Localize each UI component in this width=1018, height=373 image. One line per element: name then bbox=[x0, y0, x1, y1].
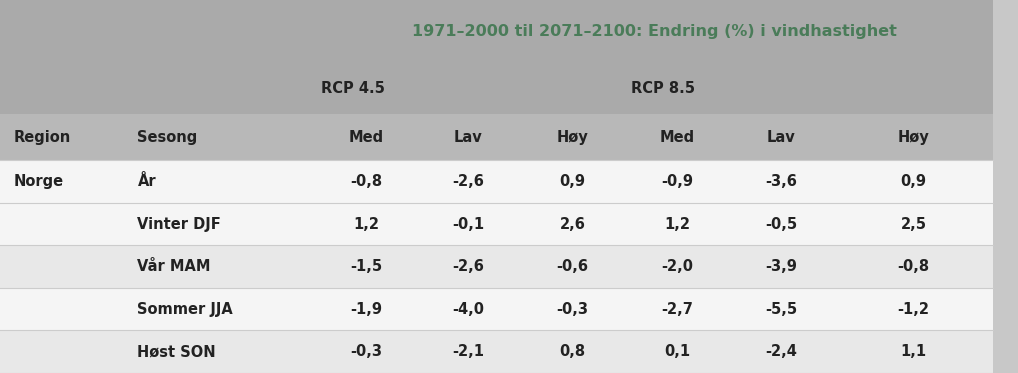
Text: 1,2: 1,2 bbox=[353, 217, 380, 232]
Bar bbox=[0, 330, 993, 373]
Text: -2,6: -2,6 bbox=[452, 259, 485, 274]
Text: Høst SON: Høst SON bbox=[137, 344, 216, 359]
Text: -5,5: -5,5 bbox=[766, 302, 797, 317]
Text: Høy: Høy bbox=[898, 129, 929, 145]
Bar bbox=[0, 288, 993, 330]
Text: 2,5: 2,5 bbox=[901, 217, 926, 232]
Text: -2,0: -2,0 bbox=[661, 259, 693, 274]
Text: -2,7: -2,7 bbox=[661, 302, 693, 317]
Text: RCP 8.5: RCP 8.5 bbox=[631, 81, 695, 96]
Text: Med: Med bbox=[660, 129, 694, 145]
Text: Vinter DJF: Vinter DJF bbox=[137, 217, 221, 232]
Text: Lav: Lav bbox=[454, 129, 483, 145]
Text: -0,6: -0,6 bbox=[557, 259, 588, 274]
Text: Med: Med bbox=[349, 129, 384, 145]
Bar bbox=[0, 63, 993, 114]
Text: -4,0: -4,0 bbox=[452, 302, 485, 317]
Bar bbox=[0, 245, 993, 288]
Text: 0,8: 0,8 bbox=[560, 344, 585, 359]
Text: År: År bbox=[137, 174, 156, 189]
Text: 0,9: 0,9 bbox=[560, 174, 585, 189]
Text: -0,3: -0,3 bbox=[557, 302, 588, 317]
Bar bbox=[0, 203, 993, 245]
Text: Sesong: Sesong bbox=[137, 129, 197, 145]
Text: 1971–2000 til 2071–2100: Endring (%) i vindhastighet: 1971–2000 til 2071–2100: Endring (%) i v… bbox=[411, 24, 897, 39]
Text: -2,4: -2,4 bbox=[766, 344, 797, 359]
Text: -0,3: -0,3 bbox=[350, 344, 383, 359]
Text: 2,6: 2,6 bbox=[560, 217, 585, 232]
Text: -0,8: -0,8 bbox=[350, 174, 383, 189]
Text: -0,1: -0,1 bbox=[452, 217, 485, 232]
Text: 1,1: 1,1 bbox=[901, 344, 926, 359]
Text: -0,9: -0,9 bbox=[661, 174, 693, 189]
Text: Vår MAM: Vår MAM bbox=[137, 259, 211, 274]
Text: -0,5: -0,5 bbox=[766, 217, 797, 232]
Bar bbox=[0, 0, 993, 63]
Text: 1,2: 1,2 bbox=[664, 217, 690, 232]
Text: Lav: Lav bbox=[767, 129, 796, 145]
Text: 0,1: 0,1 bbox=[664, 344, 690, 359]
Text: -1,5: -1,5 bbox=[350, 259, 383, 274]
Text: Region: Region bbox=[13, 129, 70, 145]
Text: -0,8: -0,8 bbox=[898, 259, 929, 274]
Text: Norge: Norge bbox=[13, 174, 63, 189]
Text: -3,9: -3,9 bbox=[766, 259, 797, 274]
Text: Høy: Høy bbox=[557, 129, 588, 145]
Text: -2,6: -2,6 bbox=[452, 174, 485, 189]
Text: -1,9: -1,9 bbox=[350, 302, 383, 317]
Bar bbox=[0, 160, 993, 203]
Text: RCP 4.5: RCP 4.5 bbox=[321, 81, 385, 96]
Text: -3,6: -3,6 bbox=[766, 174, 797, 189]
Text: Sommer JJA: Sommer JJA bbox=[137, 302, 233, 317]
Text: 0,9: 0,9 bbox=[901, 174, 926, 189]
Text: -2,1: -2,1 bbox=[452, 344, 485, 359]
Bar bbox=[0, 114, 993, 160]
Text: -1,2: -1,2 bbox=[898, 302, 929, 317]
